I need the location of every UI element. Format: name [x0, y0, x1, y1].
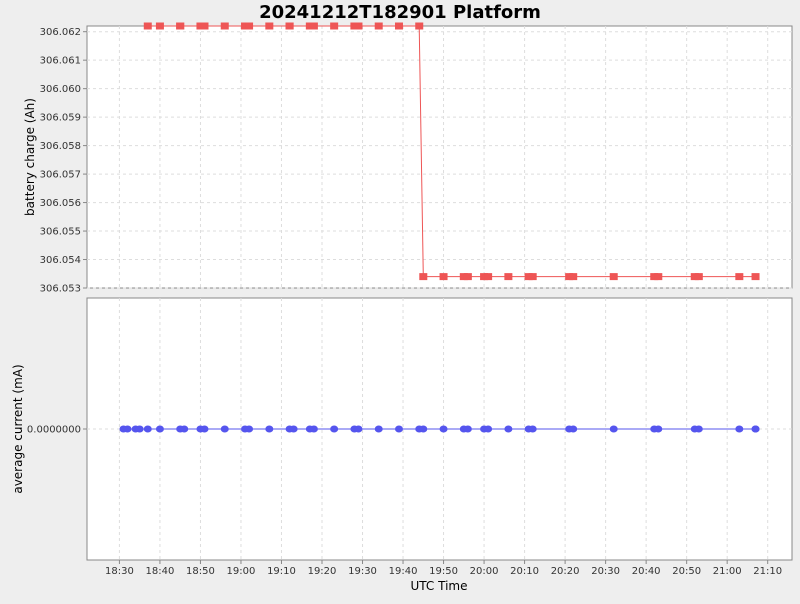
x-tick-label: 18:30: [105, 566, 134, 577]
data-point: [735, 425, 744, 433]
data-point: [330, 22, 339, 30]
data-point: [155, 425, 164, 433]
data-point: [654, 273, 663, 281]
data-point: [484, 273, 493, 281]
data-point: [480, 273, 489, 281]
data-point: [330, 425, 339, 433]
x-tick-label: 19:00: [227, 566, 256, 577]
data-point: [350, 22, 359, 30]
x-tick-label: 19:50: [429, 566, 458, 577]
data-point: [200, 22, 209, 30]
data-point: [265, 425, 274, 433]
data-point: [565, 273, 574, 281]
y-tick-label: 306.061: [40, 56, 81, 67]
data-point: [135, 425, 144, 433]
x-tick-label: 18:50: [186, 566, 215, 577]
y-tick-label: 0.0000000: [27, 425, 81, 436]
data-point: [751, 273, 760, 281]
data-point: [694, 425, 703, 433]
data-point: [245, 22, 254, 30]
data-point: [690, 273, 699, 281]
data-point: [609, 425, 618, 433]
y-tick-label: 306.053: [40, 284, 81, 295]
y-tick-label: 306.055: [40, 227, 81, 238]
data-point: [305, 22, 314, 30]
x-tick-label: 19:20: [308, 566, 337, 577]
x-tick-label: 21:10: [753, 566, 782, 577]
x-tick-label: 20:00: [470, 566, 499, 577]
x-tick-label: 19:10: [267, 566, 296, 577]
data-point: [265, 22, 274, 30]
data-point: [176, 22, 185, 30]
y-axis-label: battery charge (Ah): [23, 98, 37, 216]
x-tick-label: 18:40: [146, 566, 175, 577]
data-point: [459, 273, 468, 281]
data-point: [419, 425, 428, 433]
data-point: [504, 273, 513, 281]
x-tick-label: 21:00: [713, 566, 742, 577]
data-point: [245, 425, 254, 433]
y-tick-label: 306.054: [40, 255, 81, 266]
data-point: [735, 273, 744, 281]
chart-title: 20241212T182901 Platform: [259, 2, 541, 23]
x-tick-label: 20:10: [510, 566, 539, 577]
data-point: [528, 273, 537, 281]
x-axis-label: UTC Time: [411, 579, 468, 593]
data-point: [439, 273, 448, 281]
data-point: [155, 22, 164, 30]
data-point: [415, 22, 424, 30]
data-point: [285, 22, 294, 30]
x-tick-label: 20:30: [591, 566, 620, 577]
x-tick-label: 20:20: [551, 566, 580, 577]
y-tick-label: 306.062: [40, 27, 81, 38]
data-point: [394, 425, 403, 433]
data-point: [309, 425, 318, 433]
data-point: [374, 22, 383, 30]
data-point: [650, 273, 659, 281]
data-point: [569, 273, 578, 281]
x-tick-label: 19:40: [389, 566, 418, 577]
data-point: [694, 273, 703, 281]
data-point: [200, 425, 209, 433]
data-point: [524, 273, 533, 281]
x-tick-label: 20:50: [672, 566, 701, 577]
x-tick-label: 20:40: [632, 566, 661, 577]
y-tick-label: 306.057: [40, 170, 81, 181]
data-point: [654, 425, 663, 433]
data-point: [463, 425, 472, 433]
data-point: [143, 425, 152, 433]
data-point: [354, 425, 363, 433]
data-point: [123, 425, 132, 433]
data-point: [569, 425, 578, 433]
data-point: [484, 425, 493, 433]
data-point: [374, 425, 383, 433]
data-point: [180, 425, 189, 433]
y-tick-label: 306.059: [40, 113, 81, 124]
data-point: [528, 425, 537, 433]
data-point: [220, 425, 229, 433]
data-point: [463, 273, 472, 281]
data-point: [609, 273, 618, 281]
data-point: [289, 425, 298, 433]
y-axis-label: average current (mA): [11, 364, 25, 493]
data-point: [196, 22, 205, 30]
plot-area-1: [86, 25, 793, 289]
data-point: [439, 425, 448, 433]
data-point: [354, 22, 363, 30]
data-point: [220, 22, 229, 30]
data-point: [419, 273, 428, 281]
y-tick-label: 306.060: [40, 84, 81, 95]
data-point: [394, 22, 403, 30]
data-point: [751, 425, 760, 433]
data-point: [504, 425, 513, 433]
y-tick-label: 306.056: [40, 198, 81, 209]
data-point: [241, 22, 250, 30]
data-point: [143, 22, 152, 30]
data-point: [309, 22, 318, 30]
y-tick-label: 306.058: [40, 141, 81, 152]
x-tick-label: 19:30: [348, 566, 377, 577]
